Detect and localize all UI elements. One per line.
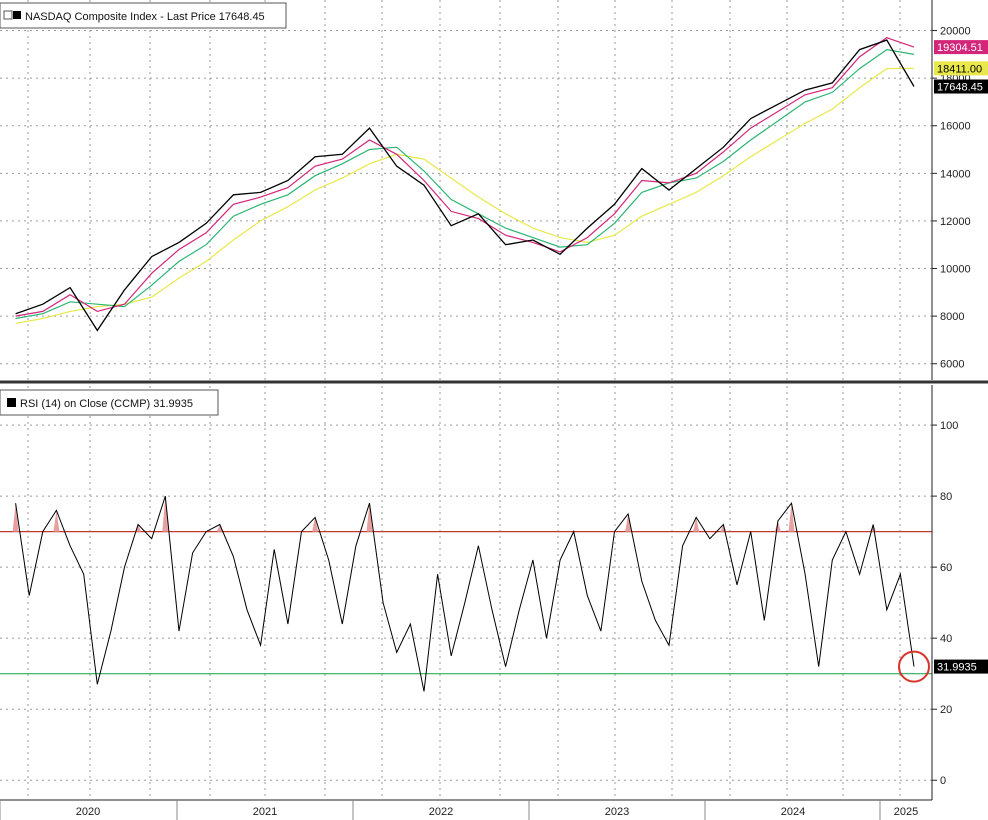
ma-long-line <box>15 67 915 324</box>
price-legend-swatch <box>13 11 21 19</box>
last-value-tag <box>934 61 988 76</box>
rsi-oversold-highlight-circle <box>898 650 930 683</box>
rsi-y-axis: 0 20 40 60 80 100 <box>932 420 958 787</box>
rsi-tick-label: 20 <box>940 704 952 716</box>
price-tick-label: 20000 <box>940 26 971 38</box>
price-tick-label: 14000 <box>940 168 971 180</box>
rsi-tick-label: 80 <box>940 491 952 503</box>
x-tick-label: 2023 <box>605 806 629 818</box>
price-tick-label: 16000 <box>940 121 971 133</box>
rsi-last-value-tag-text: 31.9935 <box>937 662 977 674</box>
rsi-tick-label: 0 <box>940 775 946 787</box>
last-value-tag-text: 19304.51 <box>937 42 983 54</box>
rsi-legend-box <box>0 389 219 416</box>
last-value-tag-text: 17648.45 <box>937 82 983 94</box>
rsi-tick-label: 40 <box>940 633 952 645</box>
ma-short-line <box>15 37 915 317</box>
price-tick-label: 8000 <box>940 311 964 323</box>
price-last-value-tags: 19304.51 18411.00 17648.45 <box>934 40 988 94</box>
rsi-gridlines <box>0 386 932 798</box>
rsi-overbought-fill <box>12 496 877 532</box>
x-tick-label: 2024 <box>781 806 805 818</box>
rsi-overbought-area <box>216 524 223 532</box>
price-tick-label: 10000 <box>940 264 971 276</box>
x-tick-label: 2021 <box>253 806 277 818</box>
rsi-tick-label: 100 <box>940 420 958 432</box>
rsi-legend: RSI (14) on Close (CCMP) 31.9935 <box>0 389 219 416</box>
x-axis: 2020 2021 2022 2023 2024 2025 <box>0 800 918 820</box>
rsi-overbought-area <box>366 503 373 532</box>
price-line <box>15 39 915 332</box>
rsi-last-value-tag: 31.9935 <box>934 659 988 674</box>
x-tick-label: 2020 <box>76 806 100 818</box>
price-legend: NASDAQ Composite Index - Last Price 1764… <box>0 2 287 29</box>
price-tick-label: 12000 <box>940 216 971 228</box>
price-gridlines <box>0 0 932 380</box>
rsi-overbought-area <box>625 513 632 532</box>
rsi-overbought-area <box>12 503 19 532</box>
rsi-reference-lines <box>0 531 932 675</box>
last-value-tag <box>934 79 988 94</box>
x-tick-label: 2025 <box>894 806 918 818</box>
price-legend-box <box>0 2 287 29</box>
price-chart-title: NASDAQ Composite Index - Last Price 1764… <box>25 11 265 23</box>
rsi-overbought-area <box>312 517 319 532</box>
price-series-group <box>15 37 915 332</box>
rsi-chart-title: RSI (14) on Close (CCMP) 31.9935 <box>20 398 193 410</box>
rsi-last-value-tag-box <box>934 659 988 674</box>
price-tick-label: 6000 <box>940 359 964 371</box>
rsi-overbought-area <box>788 503 795 532</box>
rsi-line <box>15 495 915 692</box>
rsi-series-group <box>15 495 915 692</box>
rsi-tick-label: 60 <box>940 562 952 574</box>
rsi-legend-swatch <box>7 398 16 407</box>
ma-mid-line <box>15 48 915 320</box>
rsi-overbought-area <box>53 510 60 532</box>
rsi-overbought-area <box>162 496 169 532</box>
last-value-tag-text: 18411.00 <box>937 63 982 75</box>
last-value-tag <box>934 40 988 55</box>
collapse-icon[interactable] <box>3 10 13 20</box>
rsi-overbought-area <box>693 517 700 532</box>
x-tick-label: 2022 <box>429 806 453 818</box>
